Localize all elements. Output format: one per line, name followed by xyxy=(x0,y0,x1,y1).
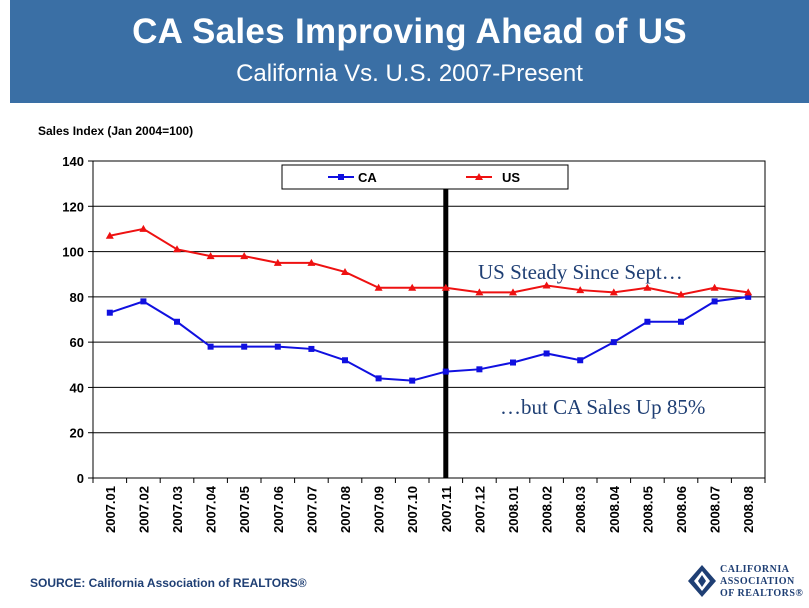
x-tick-label: 2007.02 xyxy=(136,486,151,533)
point-ca xyxy=(711,298,718,305)
point-us xyxy=(105,231,114,239)
legend: CA US xyxy=(281,164,569,190)
x-tick-label: 2007.11 xyxy=(439,486,454,532)
x-tick-label: 2008.05 xyxy=(640,486,655,533)
point-ca xyxy=(745,293,752,300)
point-us xyxy=(341,267,349,275)
x-tick-label: 2008.02 xyxy=(540,486,555,533)
point-us xyxy=(509,288,517,296)
point-ca xyxy=(678,318,684,325)
point-ca xyxy=(241,343,248,350)
y-axis-label: Sales Index (Jan 2004=100) xyxy=(38,124,193,138)
point-ca xyxy=(543,350,550,357)
logo-line-3: OF REALTORS® xyxy=(720,588,804,599)
point-us xyxy=(441,283,450,291)
legend-label-ca: CA xyxy=(358,170,377,185)
x-tick-label: 2008.03 xyxy=(573,486,588,533)
x-tick-label: 2007.12 xyxy=(472,486,487,533)
x-tick-label: 2007.09 xyxy=(372,486,387,533)
page-title: CA Sales Improving Ahead of US xyxy=(132,12,687,51)
point-us xyxy=(576,286,585,294)
point-us xyxy=(744,288,753,296)
grid-lines xyxy=(93,160,765,434)
series-lines xyxy=(105,170,753,478)
point-ca xyxy=(442,368,449,375)
car-logo-icon xyxy=(688,565,716,597)
x-tick-label: 2008.04 xyxy=(607,485,622,533)
x-tick-labels: 2007.01 2007.02 2007.03 2007.04 2007.05 2007.… xyxy=(103,485,756,533)
x-tick-label: 2007.01 xyxy=(103,486,118,533)
point-us xyxy=(643,283,652,291)
point-ca xyxy=(207,343,214,350)
y-tick-label: 60 xyxy=(70,335,84,350)
point-us xyxy=(408,283,417,291)
point-us xyxy=(475,288,484,296)
plot-area xyxy=(92,160,766,479)
car-logo: CALIFORNIA ASSOCIATION OF REALTORS® xyxy=(686,561,806,605)
point-us xyxy=(710,283,719,291)
legend-marker-us xyxy=(475,173,483,180)
annotation-2: …but CA Sales Up 85% xyxy=(500,395,705,419)
point-us xyxy=(609,288,618,296)
x-tick-label: 2007.04 xyxy=(204,485,219,533)
point-us xyxy=(542,281,551,289)
point-us xyxy=(139,224,148,232)
point-ca xyxy=(140,298,147,305)
x-tick-label: 2007.03 xyxy=(170,486,185,533)
point-us xyxy=(273,258,282,266)
header-banner: CA Sales Improving Ahead of US Californi… xyxy=(10,0,809,103)
logo-line-1: CALIFORNIA xyxy=(720,564,790,575)
point-ca xyxy=(510,359,516,366)
series-line-us xyxy=(109,227,749,296)
sales-index-chart: Sales Index (Jan 2004=100) 0 20 40 60 80 100 1… xyxy=(38,124,766,533)
x-tick-label: 2007.06 xyxy=(271,486,286,533)
point-ca xyxy=(308,345,315,352)
x-tick-label: 2007.08 xyxy=(338,486,353,533)
x-tick-label: 2007.10 xyxy=(405,486,420,533)
logo-line-2: ASSOCIATION xyxy=(720,576,795,587)
series-line-ca xyxy=(109,295,749,382)
x-tick-label: 2008.08 xyxy=(741,486,756,533)
y-tick-label: 80 xyxy=(70,290,84,305)
point-ca xyxy=(274,343,281,350)
axes xyxy=(88,160,766,483)
y-tick-labels: 0 20 40 60 80 100 120 140 xyxy=(62,154,84,486)
point-ca xyxy=(644,318,651,325)
point-us xyxy=(173,245,181,253)
y-tick-label: 140 xyxy=(62,154,84,169)
y-tick-label: 100 xyxy=(62,245,84,260)
point-us xyxy=(206,252,215,260)
point-us xyxy=(307,258,316,266)
x-tick-label: 2007.07 xyxy=(304,486,319,533)
legend-box xyxy=(281,164,569,190)
y-tick-label: 0 xyxy=(77,471,84,486)
point-us xyxy=(240,252,249,260)
legend-marker-ca xyxy=(338,174,344,180)
point-us xyxy=(374,283,383,291)
x-tick-label: 2007.05 xyxy=(237,486,252,533)
point-ca xyxy=(409,377,416,384)
point-us xyxy=(677,290,685,298)
x-tick-label: 2008.01 xyxy=(506,486,521,533)
point-ca xyxy=(476,366,483,373)
x-tick-label: 2008.07 xyxy=(708,486,723,533)
point-ca xyxy=(610,339,617,346)
point-ca xyxy=(342,357,348,364)
x-tick-label: 2008.06 xyxy=(674,486,689,533)
point-ca xyxy=(375,375,382,382)
annotation-1: US Steady Since Sept… xyxy=(478,260,683,284)
point-ca xyxy=(174,318,180,325)
annotations: US Steady Since Sept… …but CA Sales Up 85… xyxy=(478,260,705,419)
point-ca xyxy=(106,309,113,316)
y-tick-label: 40 xyxy=(70,380,84,395)
y-tick-label: 120 xyxy=(62,199,84,214)
source-note: SOURCE: California Association of REALTO… xyxy=(30,576,307,590)
legend-label-us: US xyxy=(502,170,520,185)
page-subtitle: California Vs. U.S. 2007-Present xyxy=(236,60,583,87)
point-ca xyxy=(577,357,584,364)
y-tick-label: 20 xyxy=(70,426,84,441)
